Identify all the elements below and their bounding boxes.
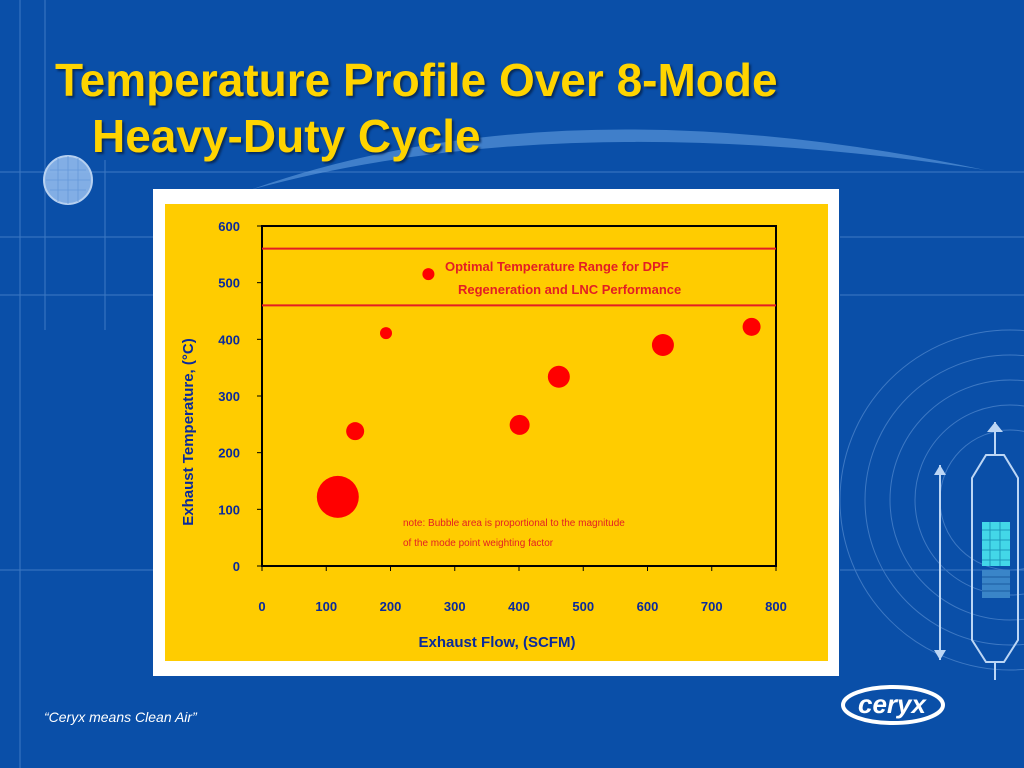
x-tick-label: 800 (765, 599, 787, 614)
y-tick-label: 0 (233, 559, 240, 574)
y-tick-label: 400 (218, 332, 240, 347)
data-bubble-3 (380, 327, 393, 340)
annotation-line-1: Optimal Temperature Range for DPF (445, 259, 669, 274)
x-axis-label: Exhaust Flow, (SCFM) (419, 634, 576, 651)
x-tick-label: 300 (444, 599, 466, 614)
slogan: “Ceryx means Clean Air” (44, 709, 197, 725)
data-bubble-6 (547, 365, 570, 388)
data-bubble-5 (509, 414, 530, 435)
x-tick-label: 600 (637, 599, 659, 614)
ceryx-logo: ceryx (841, 685, 945, 725)
y-tick-label: 200 (218, 446, 240, 461)
logo-text: ceryx (858, 689, 927, 719)
slide-title: Temperature Profile Over 8-Mode Heavy-Du… (55, 52, 778, 164)
y-tick-label: 600 (218, 219, 240, 234)
x-tick-label: 700 (701, 599, 723, 614)
y-tick-label: 500 (218, 276, 240, 291)
x-tick-label: 100 (315, 599, 337, 614)
data-bubble-8 (742, 317, 761, 336)
swoosh-decoration (250, 129, 985, 190)
annotation-line-2: Regeneration and LNC Performance (458, 282, 681, 297)
x-tick-label: 500 (572, 599, 594, 614)
data-bubble-1 (316, 475, 359, 518)
data-bubble-2 (346, 422, 365, 441)
x-tick-label: 0 (258, 599, 265, 614)
chart-background (165, 204, 828, 661)
catalytic-converter-icon (934, 422, 1019, 680)
title-line-1: Temperature Profile Over 8-Mode (55, 54, 778, 106)
note-line-1: note: Bubble area is proportional to the… (403, 518, 625, 529)
data-bubble-4 (422, 268, 435, 281)
y-tick-label: 100 (218, 502, 240, 517)
data-bubble-7 (651, 334, 674, 356)
x-tick-label: 200 (380, 599, 402, 614)
x-tick-label: 400 (508, 599, 530, 614)
title-line-2: Heavy-Duty Cycle (92, 110, 481, 162)
y-axis-label: Exhaust Temperature, (°C) (180, 338, 197, 525)
y-tick-label: 300 (218, 389, 240, 404)
note-line-2: of the mode point weighting factor (403, 538, 554, 549)
